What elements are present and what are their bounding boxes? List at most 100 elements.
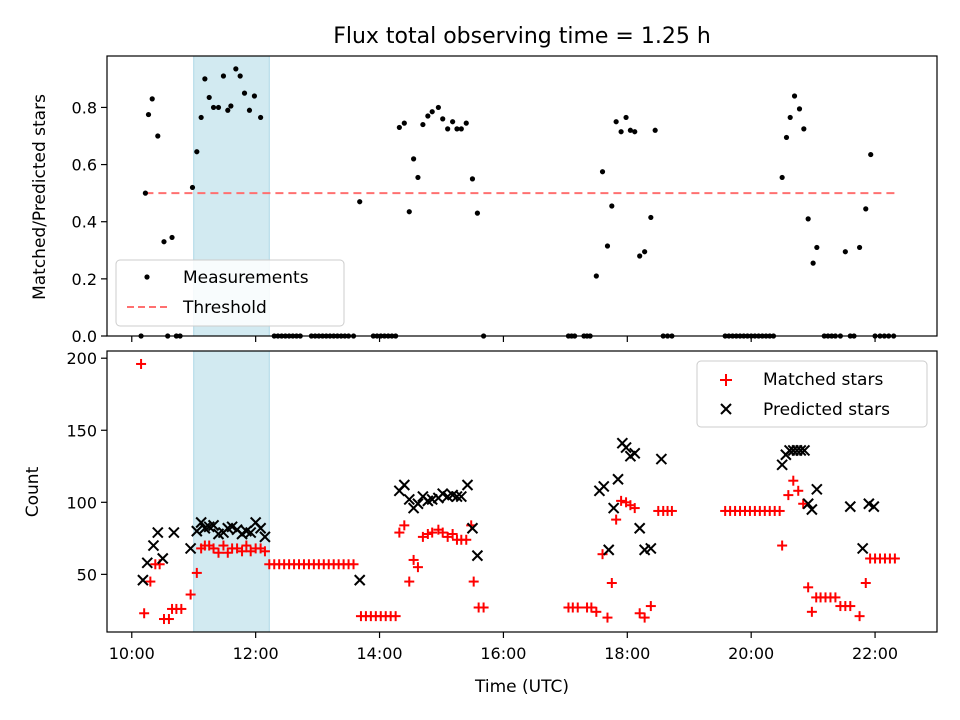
matched-star-point [597, 549, 608, 560]
predicted-star-x-b [195, 516, 207, 529]
measurement-point [618, 129, 624, 135]
predicted-star-x-b [856, 542, 869, 555]
predicted-star-x-b [607, 502, 620, 514]
predicted-star-point [184, 542, 197, 555]
predicted-star-x-b [802, 498, 814, 510]
matched-star-point [191, 567, 202, 578]
predicted-star-x-b [412, 498, 424, 510]
legend-measurements-marker [144, 274, 150, 280]
measurement-point [814, 244, 820, 251]
measurement-point [251, 93, 258, 99]
measurement-point [469, 176, 476, 182]
predicted-star-x-b [254, 522, 267, 534]
measurement-point [246, 107, 253, 113]
predicted-star-point [244, 526, 257, 539]
bottom-x-ticks: 10:00 12:00 14:00 16:00 18:00 20:00 22:00 [109, 632, 898, 663]
measurement-point [415, 174, 421, 181]
matched-star-point [176, 603, 187, 614]
bottom-y-ticks: 50 100 150 200 [66, 349, 107, 584]
x-tick-label: 18:00 [604, 644, 650, 663]
predicted-star-x-b [207, 519, 220, 532]
matched-star-point [591, 606, 602, 617]
y-tick-label: 200 [66, 349, 97, 368]
predicted-star-point [152, 526, 164, 539]
matched-star-point [213, 547, 224, 558]
predicted-star-x-b [844, 500, 856, 513]
predicted-star-point [655, 453, 668, 465]
measurement-point [787, 114, 793, 121]
predicted-star-x-b [168, 526, 180, 539]
predicted-star-x-b [629, 447, 641, 460]
measurement-point [791, 93, 798, 99]
measurement-point [429, 109, 435, 115]
predicted-star-point [147, 539, 160, 552]
predicted-star-x-b [191, 525, 203, 537]
predicted-star-point [168, 526, 180, 539]
predicted-star-point [603, 544, 615, 556]
predicted-star-point [259, 531, 271, 543]
matched-star-point [830, 592, 841, 603]
predicted-star-point [612, 473, 624, 485]
predicted-star-point [451, 490, 463, 503]
predicted-star-x-b [598, 480, 610, 493]
predicted-star-x-b [226, 521, 238, 533]
top-axes-frame [106, 55, 938, 337]
measurement-point [810, 260, 816, 266]
matched-star-point [616, 495, 627, 506]
predicted-stars-points [137, 437, 880, 586]
measurement-point [233, 66, 239, 72]
matched-star-point [889, 553, 900, 564]
predicted-star-x-b [437, 487, 449, 500]
matched-star-point [602, 612, 613, 623]
figure-title: Flux total observing time = 1.25 h [333, 24, 711, 49]
measurement-point [637, 253, 643, 259]
matched-star-point [478, 602, 489, 613]
matched-star-point [803, 582, 814, 593]
predicted-star-point [207, 519, 220, 532]
predicted-star-point [629, 447, 641, 460]
measurement-point [202, 76, 208, 82]
matched-star-point [854, 611, 865, 622]
predicted-star-point [461, 479, 474, 491]
predicted-star-x-b [471, 549, 484, 562]
predicted-star-point [795, 444, 807, 457]
matched-star-point [412, 562, 423, 573]
predicted-star-point [806, 503, 818, 516]
matched-star-point [806, 606, 817, 617]
predicted-star-x-b [152, 526, 164, 539]
bottom-y-axis-label: Count [23, 466, 43, 517]
predicted-star-point [868, 500, 880, 513]
matched-star-point [427, 527, 438, 538]
measurement-point [161, 239, 167, 245]
measurement-point [228, 103, 234, 109]
measurement-point [425, 113, 431, 119]
predicted-star-x-b [446, 489, 459, 501]
measurement-point [210, 104, 217, 111]
measurement-point [593, 273, 599, 279]
measurement-point [145, 111, 152, 118]
matched-star-point [611, 514, 622, 525]
measurement-point [149, 96, 155, 102]
measurement-point [454, 126, 460, 132]
measurement-point [463, 120, 469, 126]
matched-star-point [136, 358, 147, 369]
measurement-point [440, 116, 446, 122]
predicted-star-point [398, 479, 411, 491]
matched-star-point [390, 611, 401, 622]
measurement-point [604, 243, 611, 249]
measurement-point [801, 126, 807, 132]
matched-star-point [404, 576, 415, 587]
measurement-point [796, 106, 803, 112]
predicted-star-point [844, 500, 856, 513]
predicted-star-point [466, 522, 479, 534]
measurement-point [258, 114, 264, 121]
measurement-point [396, 124, 402, 131]
predicted-star-point [157, 552, 169, 565]
predicted-star-x-b [806, 503, 818, 516]
bottom-legend: Matched stars Predicted stars [696, 360, 928, 428]
matched-star-point [241, 540, 252, 551]
top-x-ticks [131, 336, 876, 342]
predicted-star-x-b [259, 531, 271, 543]
predicted-star-x-b [147, 539, 160, 552]
predicted-star-x-b [240, 525, 253, 537]
